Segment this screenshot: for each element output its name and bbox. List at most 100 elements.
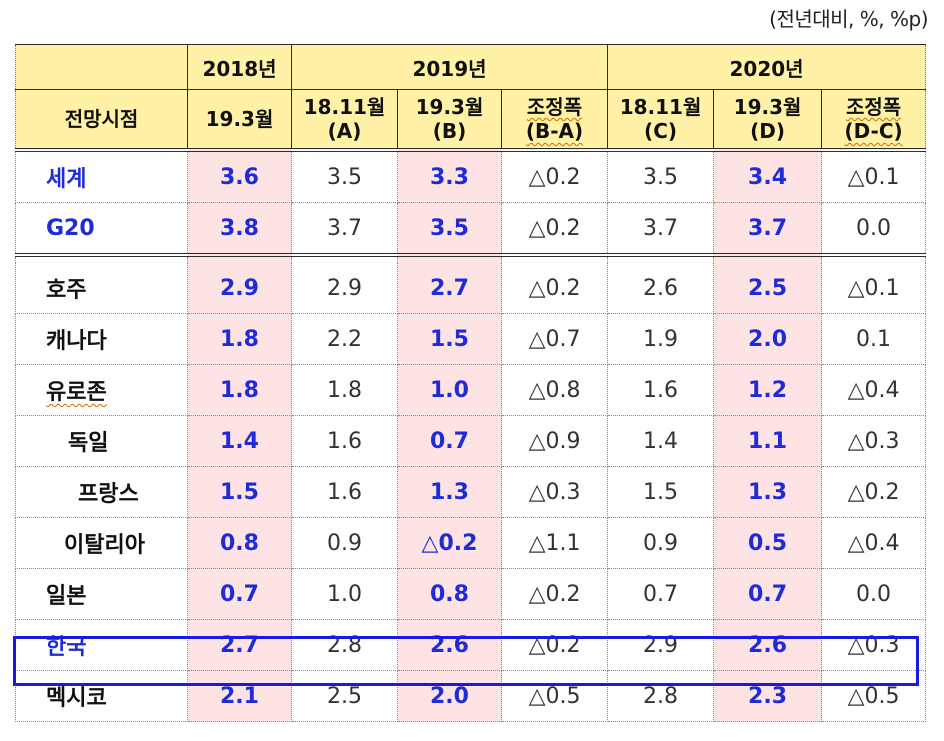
cell-2018: 2.9 xyxy=(187,263,292,314)
table-row: G20 3.8 3.7 3.5 △0.2 3.7 3.7 0.0 xyxy=(15,202,927,257)
header-row-sub: 전망시점 19.3월 18.11월 (A) 19.3월 (B) 조정폭 (B-A) 1… xyxy=(15,89,927,152)
row-name: 캐나다 xyxy=(15,313,188,365)
cell-2020-d: 2.6 xyxy=(713,619,823,671)
cell-2019-diff: △0.2 xyxy=(500,619,609,671)
cell-2018: 3.6 xyxy=(187,150,292,203)
cell-2020-c: 1.5 xyxy=(607,466,715,518)
header-2019-diff: 조정폭 (B-A) xyxy=(500,89,609,152)
cell-2019-b: 1.5 xyxy=(397,313,502,365)
cell-2020-d: 3.7 xyxy=(713,202,823,257)
row-name-text: 유로존 xyxy=(46,380,107,405)
cell-2019-a: 1.6 xyxy=(291,466,398,518)
table-row: 이탈리아 0.8 0.9 △0.2 △1.1 0.9 0.5 △0.4 xyxy=(15,517,927,569)
cell-2020-d: 0.7 xyxy=(713,568,823,620)
row-name: 한국 xyxy=(15,619,188,671)
cell-2020-diff: 0.1 xyxy=(821,313,927,365)
cell-2019-a: 2.5 xyxy=(291,670,398,722)
header-2018: 2018년 xyxy=(187,44,292,90)
cell-2019-diff: △0.5 xyxy=(500,670,609,722)
cell-2019-a: 2.8 xyxy=(291,619,398,671)
table-row: 호주 2.9 2.9 2.7 △0.2 2.6 2.5 △0.1 xyxy=(15,263,927,314)
cell-2019-b: 2.0 xyxy=(397,670,502,722)
header-2020-c: 18.11월 (C) xyxy=(607,89,715,152)
header-2020-d: 19.3월 (D) xyxy=(713,89,823,152)
cell-2019-b: 2.7 xyxy=(397,263,502,314)
cell-2020-c: 3.5 xyxy=(607,150,715,203)
header-2020-c-l2: (C) xyxy=(644,119,678,143)
row-name: 호주 xyxy=(15,263,188,314)
header-2020-diff-l1: 조정폭 xyxy=(845,95,902,119)
header-2020-diff: 조정폭 (D-C) xyxy=(821,89,927,152)
cell-2020-c: 0.7 xyxy=(607,568,715,620)
cell-2020-diff: △0.1 xyxy=(821,263,927,314)
cell-2019-diff: △0.8 xyxy=(500,364,609,416)
header-2019-a-l2: (A) xyxy=(327,119,362,143)
cell-2019-a: 1.0 xyxy=(291,568,398,620)
cell-2019-a: 3.7 xyxy=(291,202,398,257)
cell-2020-c: 3.7 xyxy=(607,202,715,257)
cell-2019-diff: △1.1 xyxy=(500,517,609,569)
header-2019: 2019년 xyxy=(290,44,609,90)
cell-2019-a: 3.5 xyxy=(291,150,398,203)
cell-2020-d: 1.1 xyxy=(713,415,823,467)
cell-2019-b: 3.3 xyxy=(397,150,502,203)
cell-2018: 0.7 xyxy=(187,568,292,620)
cell-2019-diff: △0.2 xyxy=(500,150,609,203)
row-name: 일본 xyxy=(15,568,188,620)
cell-2020-c: 2.8 xyxy=(607,670,715,722)
header-2019-diff-l2: (B-A) xyxy=(525,119,584,143)
cell-2018: 1.8 xyxy=(187,313,292,365)
header-2020-diff-l2: (D-C) xyxy=(844,119,903,143)
cell-2019-a: 2.9 xyxy=(291,263,398,314)
cell-2020-c: 1.6 xyxy=(607,364,715,416)
table-row: 캐나다 1.8 2.2 1.5 △0.7 1.9 2.0 0.1 xyxy=(15,313,927,365)
cell-2019-diff: △0.9 xyxy=(500,415,609,467)
cell-2019-b: 2.6 xyxy=(397,619,502,671)
cell-2020-c: 2.6 xyxy=(607,263,715,314)
cell-2018: 2.7 xyxy=(187,619,292,671)
cell-2020-diff: △0.4 xyxy=(821,517,927,569)
cell-2020-diff: 0.0 xyxy=(821,568,927,620)
cell-2020-d: 2.0 xyxy=(713,313,823,365)
cell-2019-b: 1.3 xyxy=(397,466,502,518)
cell-2020-c: 0.9 xyxy=(607,517,715,569)
row-name: 유로존 xyxy=(15,364,188,416)
header-2020-c-l1: 18.11월 xyxy=(619,95,702,119)
cell-2019-b: 3.5 xyxy=(397,202,502,257)
cell-2020-diff: △0.3 xyxy=(821,619,927,671)
cell-2020-d: 0.5 xyxy=(713,517,823,569)
header-2019-a-l1: 18.11월 xyxy=(303,95,386,119)
header-outlook-label: 전망시점 xyxy=(15,89,188,152)
growth-outlook-table: 2018년 2019년 2020년 전망시점 19.3월 18.11월 (A) 1… xyxy=(15,44,927,722)
header-2020-d-l1: 19.3월 xyxy=(733,95,802,119)
cell-2020-c: 1.4 xyxy=(607,415,715,467)
cell-2019-diff: △0.2 xyxy=(500,263,609,314)
table-row: 세계 3.6 3.5 3.3 △0.2 3.5 3.4 △0.1 xyxy=(15,150,927,203)
header-2020-d-l2: (D) xyxy=(750,119,785,143)
row-name: 이탈리아 xyxy=(15,517,188,569)
cell-2020-d: 2.5 xyxy=(713,263,823,314)
cell-2019-a: 1.6 xyxy=(291,415,398,467)
header-2019-b-l2: (B) xyxy=(432,119,467,143)
row-name: 멕시코 xyxy=(15,670,188,722)
unit-note: (전년대비, %, %p) xyxy=(769,7,928,31)
cell-2020-diff: △0.3 xyxy=(821,415,927,467)
row-name: 프랑스 xyxy=(15,466,188,518)
cell-2018: 1.5 xyxy=(187,466,292,518)
cell-2020-diff: 0.0 xyxy=(821,202,927,257)
cell-2019-diff: △0.7 xyxy=(500,313,609,365)
row-name: G20 xyxy=(15,202,188,257)
header-2019-b: 19.3월 (B) xyxy=(397,89,502,152)
cell-2018: 1.8 xyxy=(187,364,292,416)
cell-2018: 1.4 xyxy=(187,415,292,467)
header-2019-diff-l1: 조정폭 xyxy=(526,95,583,119)
cell-2020-diff: △0.2 xyxy=(821,466,927,518)
cell-2018: 3.8 xyxy=(187,202,292,257)
header-blank-cell xyxy=(15,44,188,90)
cell-2020-diff: △0.4 xyxy=(821,364,927,416)
table-row-korea: 한국 2.7 2.8 2.6 △0.2 2.9 2.6 △0.3 xyxy=(15,619,927,671)
cell-2018: 2.1 xyxy=(187,670,292,722)
row-name: 독일 xyxy=(15,415,188,467)
table-row: 프랑스 1.5 1.6 1.3 △0.3 1.5 1.3 △0.2 xyxy=(15,466,927,518)
cell-2020-d: 2.3 xyxy=(713,670,823,722)
